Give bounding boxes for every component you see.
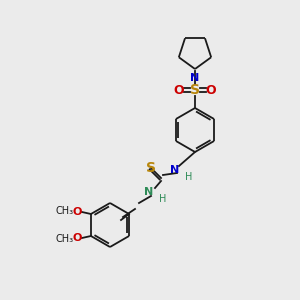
Text: CH₃: CH₃ <box>56 234 74 244</box>
Text: S: S <box>146 161 156 175</box>
Text: H: H <box>185 172 192 182</box>
Text: O: O <box>72 207 82 217</box>
Text: O: O <box>206 83 216 97</box>
Text: O: O <box>72 233 82 243</box>
Text: H: H <box>159 194 166 204</box>
Text: O: O <box>174 83 184 97</box>
Text: N: N <box>170 165 179 175</box>
Text: N: N <box>144 187 153 197</box>
Text: CH₃: CH₃ <box>56 206 74 216</box>
Text: N: N <box>190 73 200 83</box>
Text: S: S <box>190 83 200 97</box>
